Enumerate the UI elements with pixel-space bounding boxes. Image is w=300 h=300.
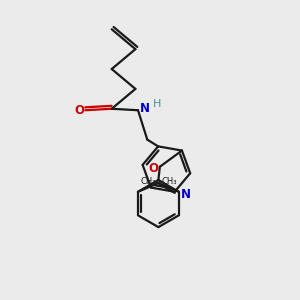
Text: N: N [140, 102, 149, 115]
Text: H: H [153, 99, 161, 109]
Text: CH₃: CH₃ [140, 176, 156, 185]
Text: N: N [181, 188, 191, 201]
Text: O: O [148, 162, 158, 175]
Text: CH₃: CH₃ [161, 176, 177, 185]
Text: O: O [74, 104, 84, 117]
